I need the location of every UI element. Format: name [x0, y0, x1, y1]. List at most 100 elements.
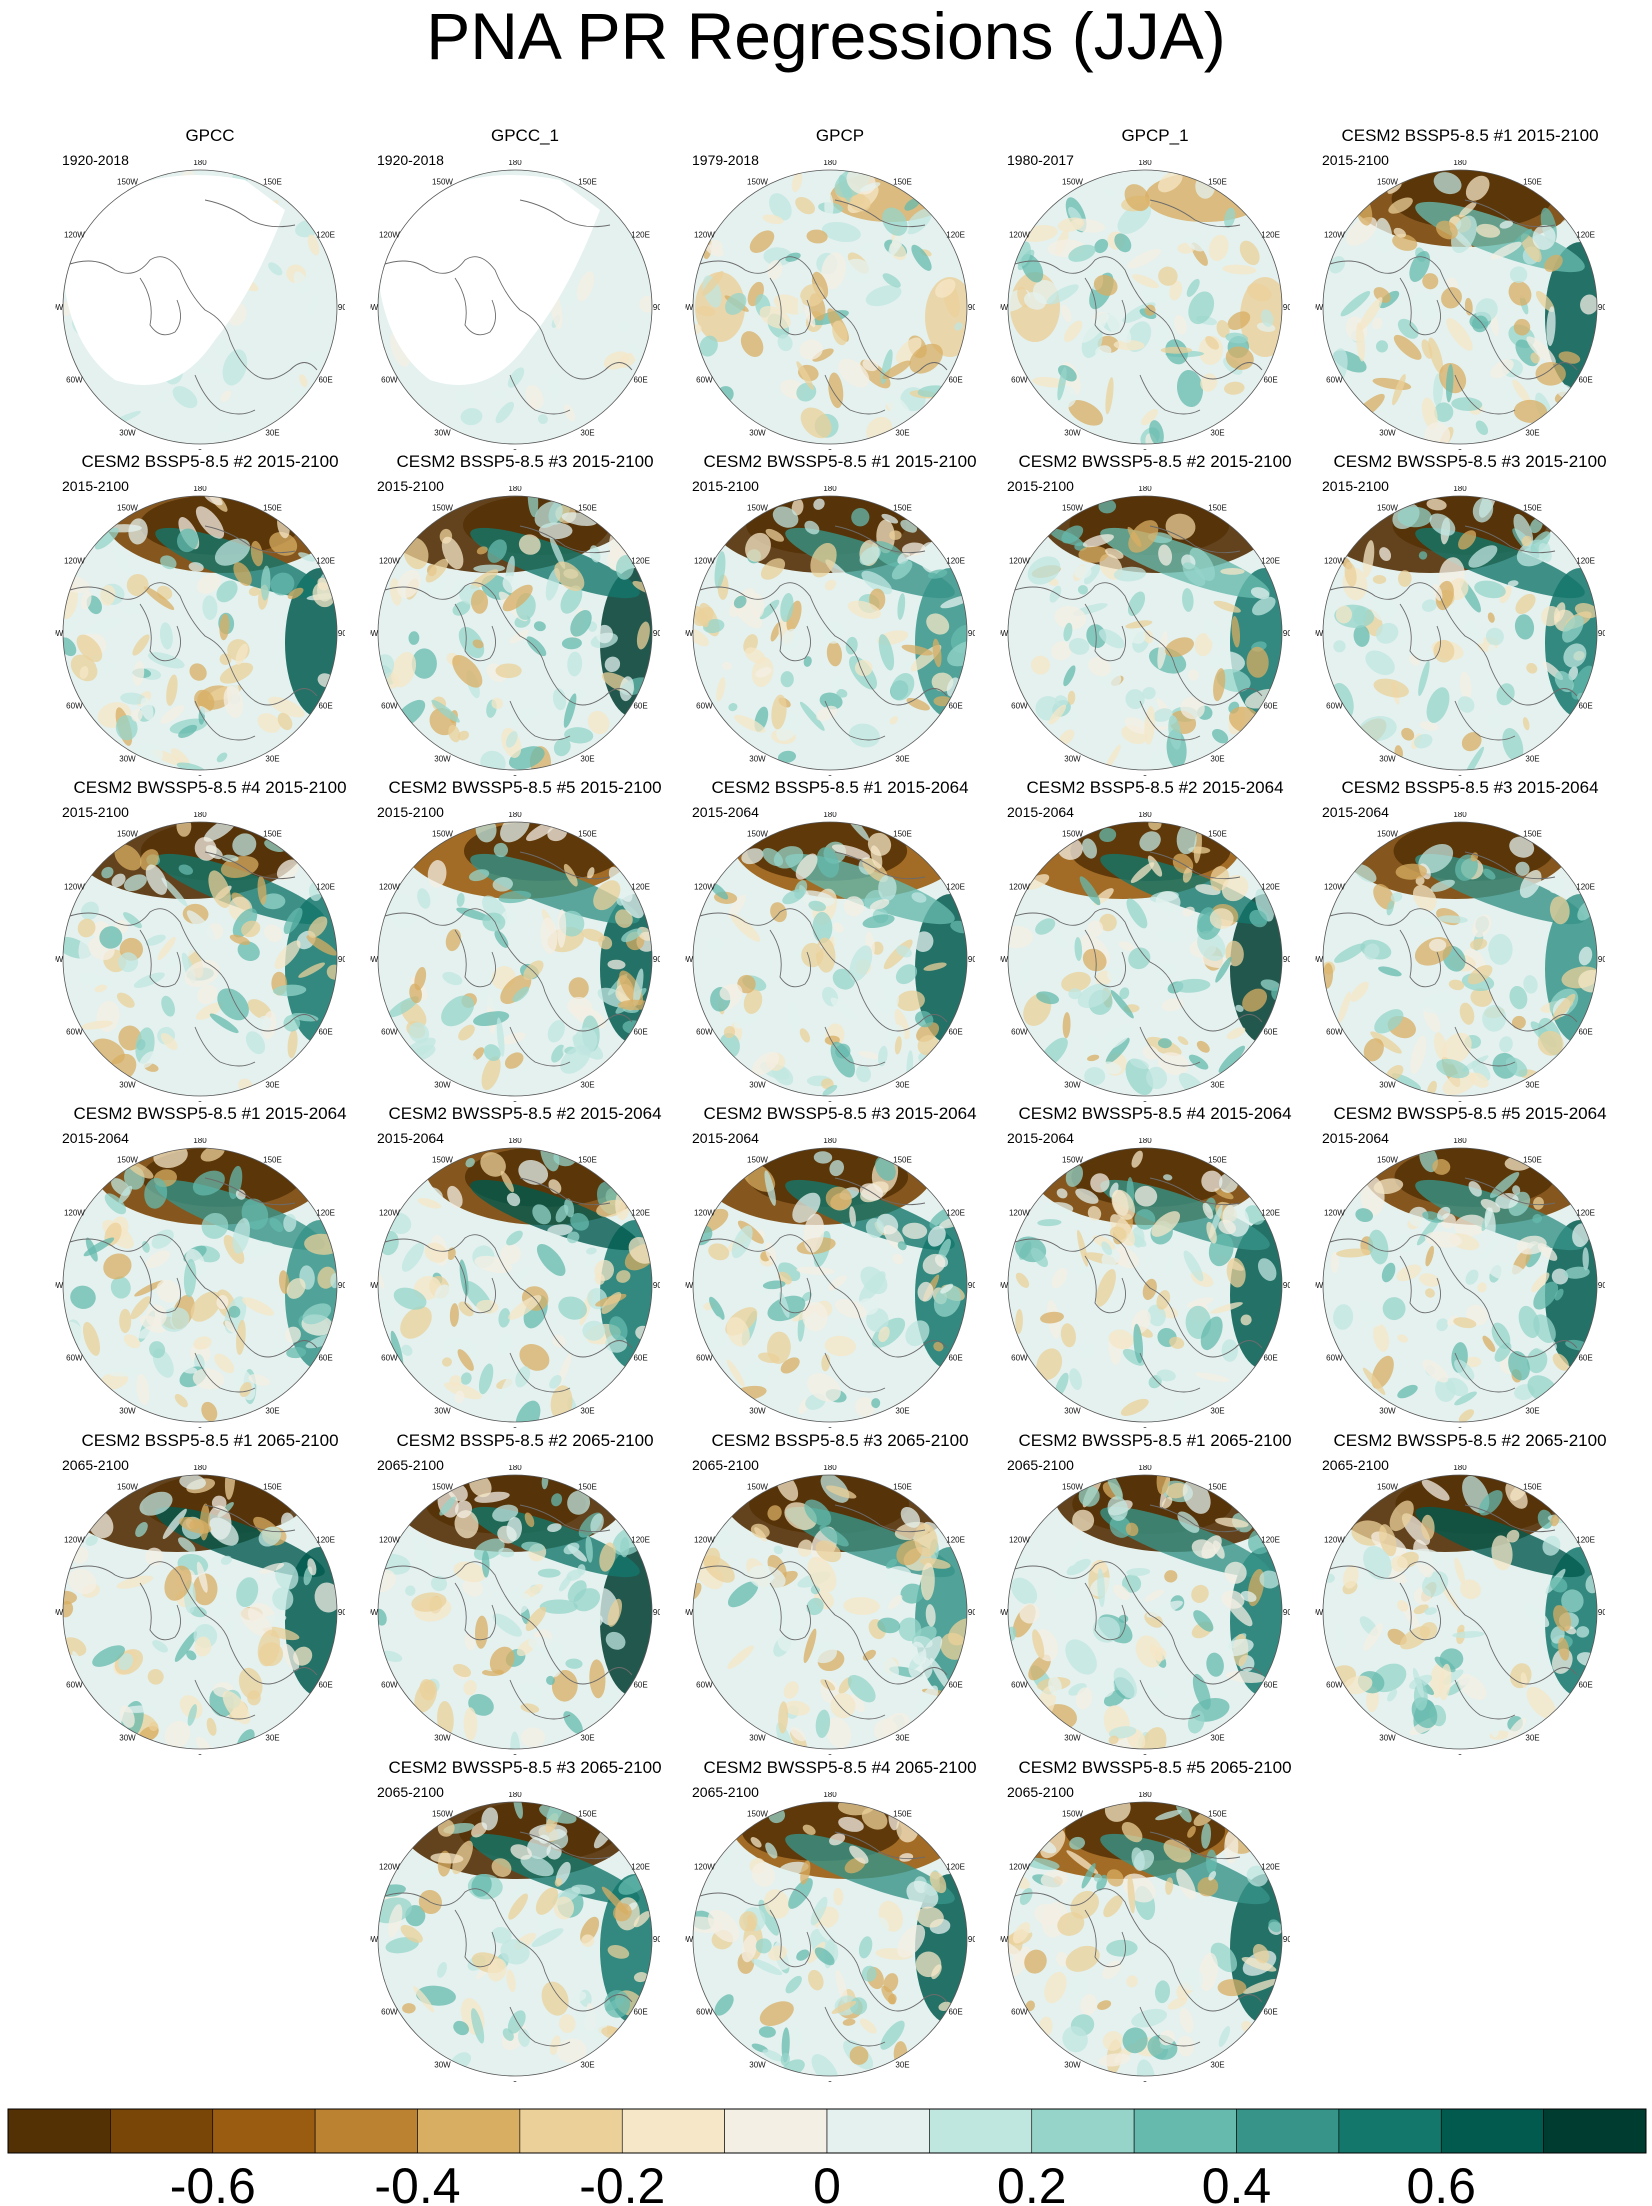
- polar-map: 180 150E 120E 90E 60E 30E 0 30W 60W 90W 120W 150W: [685, 1465, 975, 1755]
- panel-period: 1980-2017: [1007, 152, 1074, 168]
- longitude-label: 90E: [338, 1281, 345, 1290]
- map-border: [1322, 1474, 1598, 1750]
- longitude-label: 120W: [64, 1536, 85, 1545]
- longitude-label: 30W: [434, 755, 451, 764]
- longitude-label: 120W: [1009, 1536, 1030, 1545]
- map-border: [692, 1801, 968, 2077]
- map-border: [377, 169, 653, 445]
- longitude-label: 90E: [1598, 1608, 1605, 1617]
- longitude-label: 150E: [1208, 1155, 1227, 1164]
- panel-period: 1979-2018: [692, 152, 759, 168]
- panel-period: 2015-2100: [1322, 152, 1389, 168]
- map-border: [1007, 495, 1283, 771]
- precip-field: [693, 496, 967, 770]
- longitude-label: 120E: [316, 231, 335, 240]
- panel-title: GPCP: [815, 126, 865, 145]
- colorbar-swatch: [1338, 2108, 1442, 2154]
- longitude-label: 0: [828, 774, 833, 776]
- longitude-label: 150E: [1208, 1809, 1227, 1818]
- longitude-label: 120E: [316, 1536, 335, 1545]
- longitude-label: 0: [1458, 1753, 1463, 1755]
- longitude-label: 150W: [747, 503, 768, 512]
- map-panel: CESM2 BWSSP5-8.5 #1 2015-2064 2015-2064 18…: [55, 1104, 365, 1428]
- map-panel: CESM2 BWSSP5-8.5 #1 2015-2100 2015-2100 18…: [685, 452, 995, 776]
- longitude-label: 60W: [696, 376, 713, 385]
- map-panel: CESM2 BSSP5-8.5 #2 2065-2100 2065-2100 180…: [370, 1431, 680, 1755]
- map-panel: CESM2 BWSSP5-8.5 #4 2015-2064 2015-2064 18…: [1000, 1104, 1310, 1428]
- longitude-label: 120W: [1009, 1209, 1030, 1218]
- longitude-label: 60E: [318, 376, 332, 385]
- longitude-label: 60E: [318, 1354, 332, 1363]
- map-panel: GPCP 1979-2018 180 150E 120E 90E 60E 30E 0 30W 60W…: [685, 126, 995, 450]
- map-border: [692, 1474, 968, 1750]
- longitude-label: 0: [513, 448, 518, 450]
- longitude-label: 60E: [948, 1028, 962, 1037]
- longitude-label: 60W: [1011, 1354, 1028, 1363]
- longitude-label: 90E: [968, 1935, 975, 1944]
- longitude-label: 90E: [968, 955, 975, 964]
- map-border: [1007, 1147, 1283, 1423]
- longitude-label: 180: [1138, 160, 1152, 167]
- precip-field: [378, 1148, 652, 1422]
- longitude-label: 30E: [1210, 429, 1224, 438]
- map-panel: CESM2 BWSSP5-8.5 #3 2015-2064 2015-2064 18…: [685, 1104, 995, 1428]
- panel-title: CESM2 BSSP5-8.5 #2 2015-2064: [1026, 778, 1284, 797]
- longitude-label: 120W: [694, 1863, 715, 1872]
- longitude-label: 90W: [55, 955, 64, 964]
- longitude-label: 150W: [432, 503, 453, 512]
- coastlines: [1326, 1177, 1578, 1393]
- longitude-label: 30W: [1064, 429, 1081, 438]
- polar-map: 180 150E 120E 90E 60E 30E 0 30W 60W 90W 120W 150W: [685, 1792, 975, 2082]
- longitude-label: 30W: [119, 1734, 136, 1743]
- longitude-label: 180: [823, 812, 837, 819]
- panel-period: 2065-2100: [692, 1784, 759, 1800]
- longitude-label: 120E: [1576, 1536, 1595, 1545]
- longitude-label: 30W: [1064, 1081, 1081, 1090]
- panel-title: CESM2 BSSP5-8.5 #1 2015-2100: [1341, 126, 1599, 145]
- longitude-label: 120W: [1009, 557, 1030, 566]
- longitude-label: 150W: [1377, 1155, 1398, 1164]
- polar-map: 180 150E 120E 90E 60E 30E 0 30W 60W 90W 120W 150W: [1315, 812, 1605, 1102]
- longitude-label: 150E: [1523, 177, 1542, 186]
- panel-grid: GPCC 1920-2018 180 150E 120E 90E 60E 30E 0 30W 60W…: [55, 126, 1625, 2082]
- precip-field: [63, 822, 337, 1096]
- precip-field: [378, 496, 652, 770]
- longitude-label: 60E: [633, 376, 647, 385]
- longitude-label: 150W: [432, 829, 453, 838]
- precip-field: [1008, 170, 1282, 444]
- map-border: [62, 1147, 338, 1423]
- longitude-label: 180: [193, 1138, 207, 1145]
- longitude-label: 30E: [265, 429, 279, 438]
- longitude-label: 0: [513, 2080, 518, 2082]
- longitude-label: 30E: [265, 755, 279, 764]
- longitude-label: 90W: [685, 303, 694, 312]
- longitude-label: 90E: [968, 1608, 975, 1617]
- longitude-label: 180: [1453, 160, 1467, 167]
- longitude-label: 180: [1138, 486, 1152, 493]
- longitude-label: 180: [1453, 1465, 1467, 1472]
- precip-field: [1323, 822, 1597, 1096]
- longitude-label: 90W: [1000, 629, 1009, 638]
- longitude-label: 60E: [1578, 1028, 1592, 1037]
- longitude-label: 180: [508, 1792, 522, 1799]
- longitude-label: 180: [823, 1792, 837, 1799]
- panel-title: CESM2 BWSSP5-8.5 #5 2015-2064: [1333, 1104, 1607, 1123]
- panel-period: 2015-2100: [1322, 478, 1389, 494]
- longitude-label: 120W: [1324, 557, 1345, 566]
- panel-period: 2015-2064: [62, 1130, 129, 1146]
- panel-title: CESM2 BWSSP5-8.5 #5 2065-2100: [1018, 1758, 1292, 1777]
- longitude-label: 150W: [747, 1482, 768, 1491]
- longitude-label: 90W: [1000, 1935, 1009, 1944]
- longitude-label: 120W: [64, 231, 85, 240]
- longitude-label: 0: [828, 2080, 833, 2082]
- longitude-label: 60W: [381, 1028, 398, 1037]
- panel-title: CESM2 BWSSP5-8.5 #2 2015-2064: [388, 1104, 662, 1123]
- longitude-label: 0: [198, 1753, 203, 1755]
- longitude-label: 120W: [64, 557, 85, 566]
- polar-map: 180 150E 120E 90E 60E 30E 0 30W 60W 90W 120W 150W: [685, 160, 975, 450]
- map-panel: CESM2 BSSP5-8.5 #3 2015-2064 2015-2064 180…: [1315, 778, 1625, 1102]
- polar-map: 180 150E 120E 90E 60E 30E 0 30W 60W 90W 120W 150W: [1315, 1138, 1605, 1428]
- longitude-label: 120E: [1261, 1536, 1280, 1545]
- colorbar-swatch: [1236, 2108, 1340, 2154]
- longitude-label: 60E: [1578, 1354, 1592, 1363]
